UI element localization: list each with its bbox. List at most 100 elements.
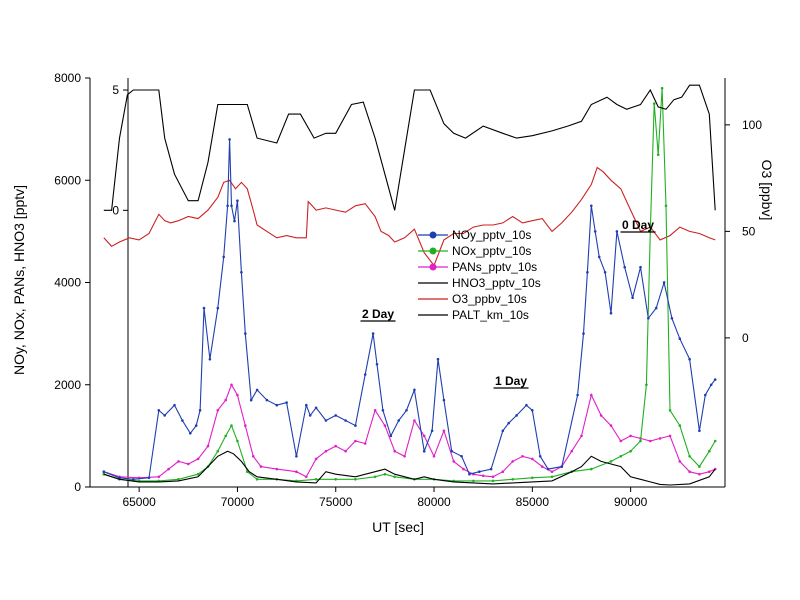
data-point-nox-pptv-10s (531, 476, 534, 480)
data-point-noy-pptv-10s (460, 455, 463, 458)
data-point-noy-pptv-10s (698, 429, 701, 433)
data-point-noy-pptv-10s (507, 421, 511, 425)
data-point-noy-pptv-10s (538, 455, 542, 458)
x-axis-title: UT [sec] (372, 519, 424, 535)
data-point-noy-pptv-10s (202, 306, 206, 310)
data-point-noy-pptv-10s (623, 265, 626, 269)
data-point-noy-pptv-10s (236, 199, 239, 202)
data-point-noy-pptv-10s (609, 311, 613, 315)
y-tick-label-right: 50 (742, 224, 756, 238)
data-point-pans-pptv-10s (295, 470, 298, 474)
data-point-pans-pptv-10s (531, 457, 534, 461)
y-tick-label-left: 6000 (54, 173, 81, 187)
x-tick-label: 90000 (614, 495, 648, 509)
data-point-noy-pptv-10s (308, 414, 312, 417)
data-point-pans-pptv-10s (511, 460, 514, 463)
data-point-noy-pptv-10s (181, 419, 184, 422)
data-point-pans-pptv-10s (167, 467, 170, 471)
data-point-nox-pptv-10s (639, 439, 642, 443)
data-point-nox-pptv-10s (619, 455, 623, 458)
data-point-noy-pptv-10s (478, 470, 481, 474)
data-point-noy-pptv-10s (597, 255, 601, 259)
data-point-pans-pptv-10s (236, 393, 239, 397)
y-tick-label-right: 0 (742, 331, 749, 345)
data-point-pans-pptv-10s (491, 475, 495, 479)
x-tick-label: 75000 (319, 495, 353, 509)
data-point-pans-pptv-10s (324, 449, 328, 453)
data-point-noy-pptv-10s (436, 357, 440, 361)
data-point-noy-pptv-10s (413, 388, 416, 392)
data-point-pans-pptv-10s (432, 455, 436, 458)
data-point-nox-pptv-10s (668, 409, 672, 412)
data-point-noy-pptv-10s (371, 332, 375, 335)
data-point-noy-pptv-10s (405, 409, 408, 412)
data-point-pans-pptv-10s (383, 424, 387, 427)
data-point-noy-pptv-10s (381, 409, 385, 412)
data-point-nox-pptv-10s (511, 478, 514, 481)
data-point-nox-pptv-10s (177, 478, 180, 481)
data-point-pans-pptv-10s (413, 419, 416, 422)
data-point-pans-pptv-10s (206, 444, 210, 448)
data-point-noy-pptv-10s (118, 476, 121, 480)
data-point-noy-pptv-10s (244, 332, 247, 335)
data-point-noy-pptv-10s (593, 230, 597, 233)
y-tick-label-right: 100 (742, 118, 762, 132)
data-point-noy-pptv-10s (285, 401, 288, 404)
data-point-noy-pptv-10s (389, 434, 393, 438)
data-point-noy-pptv-10s (647, 317, 650, 320)
data-point-nox-pptv-10s (314, 478, 318, 481)
data-point-noy-pptv-10s (233, 219, 236, 223)
annotation-label: 0 Day (622, 218, 654, 232)
data-point-pans-pptv-10s (314, 457, 318, 461)
data-point-pans-pptv-10s (609, 424, 613, 427)
legend-label: O3_ppbv_10s (452, 292, 527, 306)
data-point-pans-pptv-10s (599, 414, 603, 417)
data-point-pans-pptv-10s (403, 455, 406, 458)
data-point-nox-pptv-10s (334, 478, 338, 481)
series-line-pans-pptv-10s (103, 383, 716, 479)
series-line-o3-ppbv-10s (103, 166, 716, 267)
x-tick-label: 70000 (221, 495, 255, 509)
data-point-noy-pptv-10s (546, 467, 550, 471)
data-point-nox-pptv-10s (629, 449, 632, 453)
data-point-pans-pptv-10s (422, 434, 426, 438)
y-tick-label-left: 4000 (54, 276, 81, 290)
data-point-pans-pptv-10s (668, 434, 672, 438)
data-point-noy-pptv-10s (194, 424, 198, 427)
data-point-pans-pptv-10s (649, 439, 652, 443)
data-point-noy-pptv-10s (603, 271, 607, 274)
data-point-nox-pptv-10s (230, 424, 233, 427)
data-point-nox-pptv-10s (354, 478, 357, 481)
data-point-pans-pptv-10s (550, 470, 554, 474)
data-point-pans-pptv-10s (619, 439, 623, 443)
data-point-noy-pptv-10s (226, 204, 229, 208)
data-point-nox-pptv-10s (472, 479, 475, 483)
data-point-noy-pptv-10s (525, 403, 528, 407)
legend-label: HNO3_pptv_10s (452, 276, 541, 290)
y-axis-title-left: NOy, NOx, PANs, HNO3 [pptv] (11, 185, 27, 375)
data-point-noy-pptv-10s (249, 398, 253, 402)
data-point-pans-pptv-10s (501, 470, 505, 474)
series-line-noy-pptv-10s (103, 139, 716, 480)
annotation-label: 2 Day (362, 307, 394, 321)
legend-label: PALT_km_10s (452, 308, 529, 322)
data-point-nox-pptv-10s (688, 455, 691, 458)
data-point-noy-pptv-10s (314, 406, 318, 410)
data-point-pans-pptv-10s (442, 429, 446, 433)
data-point-noy-pptv-10s (582, 332, 585, 335)
data-point-nox-pptv-10s (609, 460, 613, 463)
data-point-noy-pptv-10s (430, 429, 434, 433)
data-point-nox-pptv-10s (236, 439, 239, 443)
data-point-noy-pptv-10s (442, 398, 446, 402)
data-point-pans-pptv-10s (363, 442, 367, 445)
legend-marker (429, 263, 437, 271)
data-point-pans-pptv-10s (688, 470, 691, 474)
data-point-noy-pptv-10s (688, 357, 691, 361)
data-point-noy-pptv-10s (305, 403, 308, 407)
data-point-pans-pptv-10s (259, 465, 263, 468)
data-point-noy-pptv-10s (102, 470, 106, 474)
legend-marker (429, 247, 437, 255)
data-point-pans-pptv-10s (590, 393, 593, 397)
data-point-pans-pptv-10s (708, 470, 711, 474)
